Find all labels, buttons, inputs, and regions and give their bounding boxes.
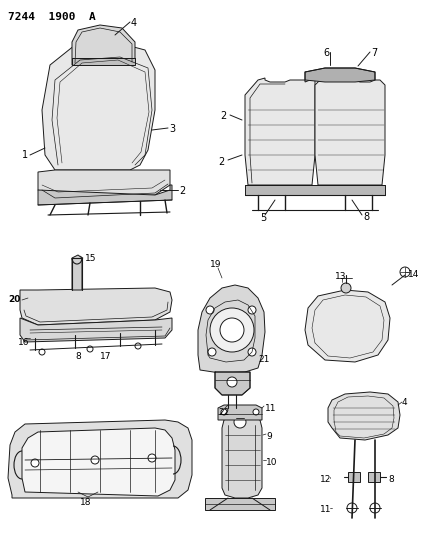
Polygon shape <box>305 68 375 82</box>
Text: 16: 16 <box>18 338 30 347</box>
Circle shape <box>370 503 380 513</box>
Polygon shape <box>72 255 82 290</box>
Circle shape <box>347 503 357 513</box>
Circle shape <box>39 349 45 355</box>
Polygon shape <box>42 42 155 170</box>
Polygon shape <box>368 472 380 482</box>
Circle shape <box>248 348 256 356</box>
Text: 8: 8 <box>75 352 81 361</box>
Text: 14: 14 <box>408 270 419 279</box>
Text: 11: 11 <box>265 404 276 413</box>
Polygon shape <box>72 58 135 65</box>
Text: 21: 21 <box>258 355 269 364</box>
Polygon shape <box>328 392 400 440</box>
Text: 8: 8 <box>388 475 394 484</box>
Polygon shape <box>38 185 172 205</box>
Polygon shape <box>20 288 172 325</box>
Circle shape <box>220 318 244 342</box>
Text: 10: 10 <box>266 458 277 467</box>
Text: 18: 18 <box>80 498 92 507</box>
Polygon shape <box>245 185 385 195</box>
Polygon shape <box>222 418 262 498</box>
Circle shape <box>148 454 156 462</box>
Circle shape <box>206 306 214 314</box>
Circle shape <box>341 283 351 293</box>
Polygon shape <box>20 318 172 342</box>
Polygon shape <box>22 428 175 496</box>
Polygon shape <box>198 285 265 373</box>
Polygon shape <box>215 372 250 395</box>
Text: 7: 7 <box>371 48 377 58</box>
Text: 9: 9 <box>266 432 272 441</box>
Text: 6: 6 <box>323 48 329 58</box>
Text: 2: 2 <box>220 111 226 121</box>
Circle shape <box>221 409 227 415</box>
Circle shape <box>31 459 39 467</box>
Text: 1: 1 <box>22 150 28 160</box>
Circle shape <box>91 456 99 464</box>
Text: 15: 15 <box>85 254 96 263</box>
Polygon shape <box>8 420 192 498</box>
Circle shape <box>234 416 246 428</box>
Circle shape <box>208 348 216 356</box>
Circle shape <box>210 308 254 352</box>
Polygon shape <box>348 472 360 482</box>
Polygon shape <box>315 78 385 185</box>
Circle shape <box>253 409 259 415</box>
Polygon shape <box>218 405 262 420</box>
Polygon shape <box>305 290 390 362</box>
Circle shape <box>87 346 93 352</box>
Text: 3: 3 <box>169 124 175 134</box>
Polygon shape <box>72 25 135 65</box>
Text: 7244  1900  A: 7244 1900 A <box>8 12 96 22</box>
Text: 5: 5 <box>260 213 266 223</box>
Circle shape <box>135 343 141 349</box>
Polygon shape <box>38 170 170 200</box>
Text: 2: 2 <box>218 157 224 167</box>
Text: 22: 22 <box>218 408 229 417</box>
Text: 4: 4 <box>402 398 407 407</box>
Circle shape <box>400 267 410 277</box>
Text: 11: 11 <box>320 505 332 514</box>
Polygon shape <box>205 498 275 510</box>
Text: 17: 17 <box>100 352 112 361</box>
Circle shape <box>248 306 256 314</box>
Text: 4: 4 <box>131 18 137 28</box>
Text: 12: 12 <box>320 475 331 484</box>
Text: 8: 8 <box>363 212 369 222</box>
Text: 2: 2 <box>179 186 185 196</box>
Polygon shape <box>245 78 315 185</box>
Circle shape <box>227 377 237 387</box>
Text: 19: 19 <box>210 260 222 269</box>
Text: 13: 13 <box>335 272 347 281</box>
Text: 20: 20 <box>8 295 21 304</box>
